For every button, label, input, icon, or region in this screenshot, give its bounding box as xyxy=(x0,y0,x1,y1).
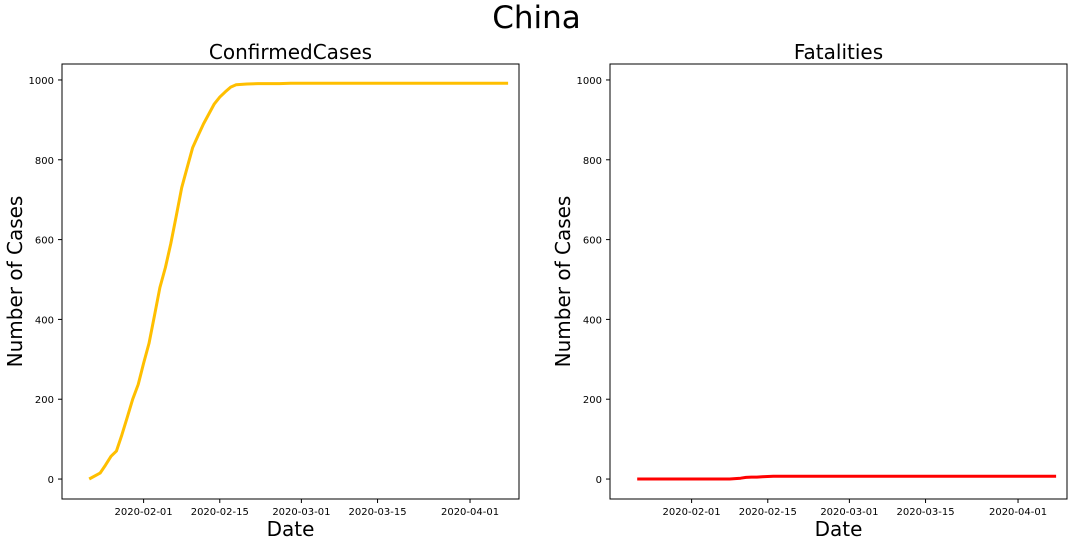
x-tick-label: 2020-02-01 xyxy=(663,507,721,518)
x-axis-label: Date xyxy=(267,517,315,541)
y-tick-label: 0 xyxy=(48,475,54,486)
y-tick-label: 800 xyxy=(583,156,602,167)
plot-frame xyxy=(609,63,1068,500)
y-tick-label: 200 xyxy=(35,395,54,406)
x-axis-label: Date xyxy=(815,517,863,541)
axis-ticks: 0 200 400 600 800 1000 2020-02-01 2020-02-15 202… xyxy=(29,76,500,518)
y-tick-label: 400 xyxy=(35,315,54,326)
x-tick-label: 2020-02-15 xyxy=(739,507,797,518)
figure-title: China xyxy=(492,0,581,36)
y-tick-label: 600 xyxy=(35,236,54,247)
x-tick-label: 2020-03-01 xyxy=(272,507,330,518)
x-tick-label: 2020-03-15 xyxy=(348,507,406,518)
x-tick-label: 2020-04-01 xyxy=(441,507,499,518)
y-tick-label: 1000 xyxy=(577,76,602,87)
y-tick-label: 600 xyxy=(583,236,602,247)
chart-title: ConfirmedCases xyxy=(209,40,372,64)
y-axis-label: Number of Cases xyxy=(3,196,27,368)
x-tick-label: 2020-03-01 xyxy=(820,507,878,518)
x-tick-label: 2020-02-15 xyxy=(191,507,249,518)
chart-title: Fatalities xyxy=(794,40,883,64)
x-tick-label: 2020-03-15 xyxy=(896,507,954,518)
axis-ticks: 0 200 400 600 800 1000 2020-02-01 2020-02-15 202… xyxy=(577,76,1048,518)
y-tick-label: 800 xyxy=(35,156,54,167)
series-line xyxy=(88,81,509,481)
y-axis-label: Number of Cases xyxy=(551,196,575,368)
y-tick-label: 0 xyxy=(596,475,602,486)
x-tick-label: 2020-02-01 xyxy=(115,507,173,518)
y-tick-label: 400 xyxy=(583,315,602,326)
y-tick-label: 1000 xyxy=(29,76,54,87)
plot-frame xyxy=(61,63,520,500)
series-line xyxy=(637,474,1057,481)
x-tick-label: 2020-04-01 xyxy=(989,507,1047,518)
y-tick-label: 200 xyxy=(583,395,602,406)
